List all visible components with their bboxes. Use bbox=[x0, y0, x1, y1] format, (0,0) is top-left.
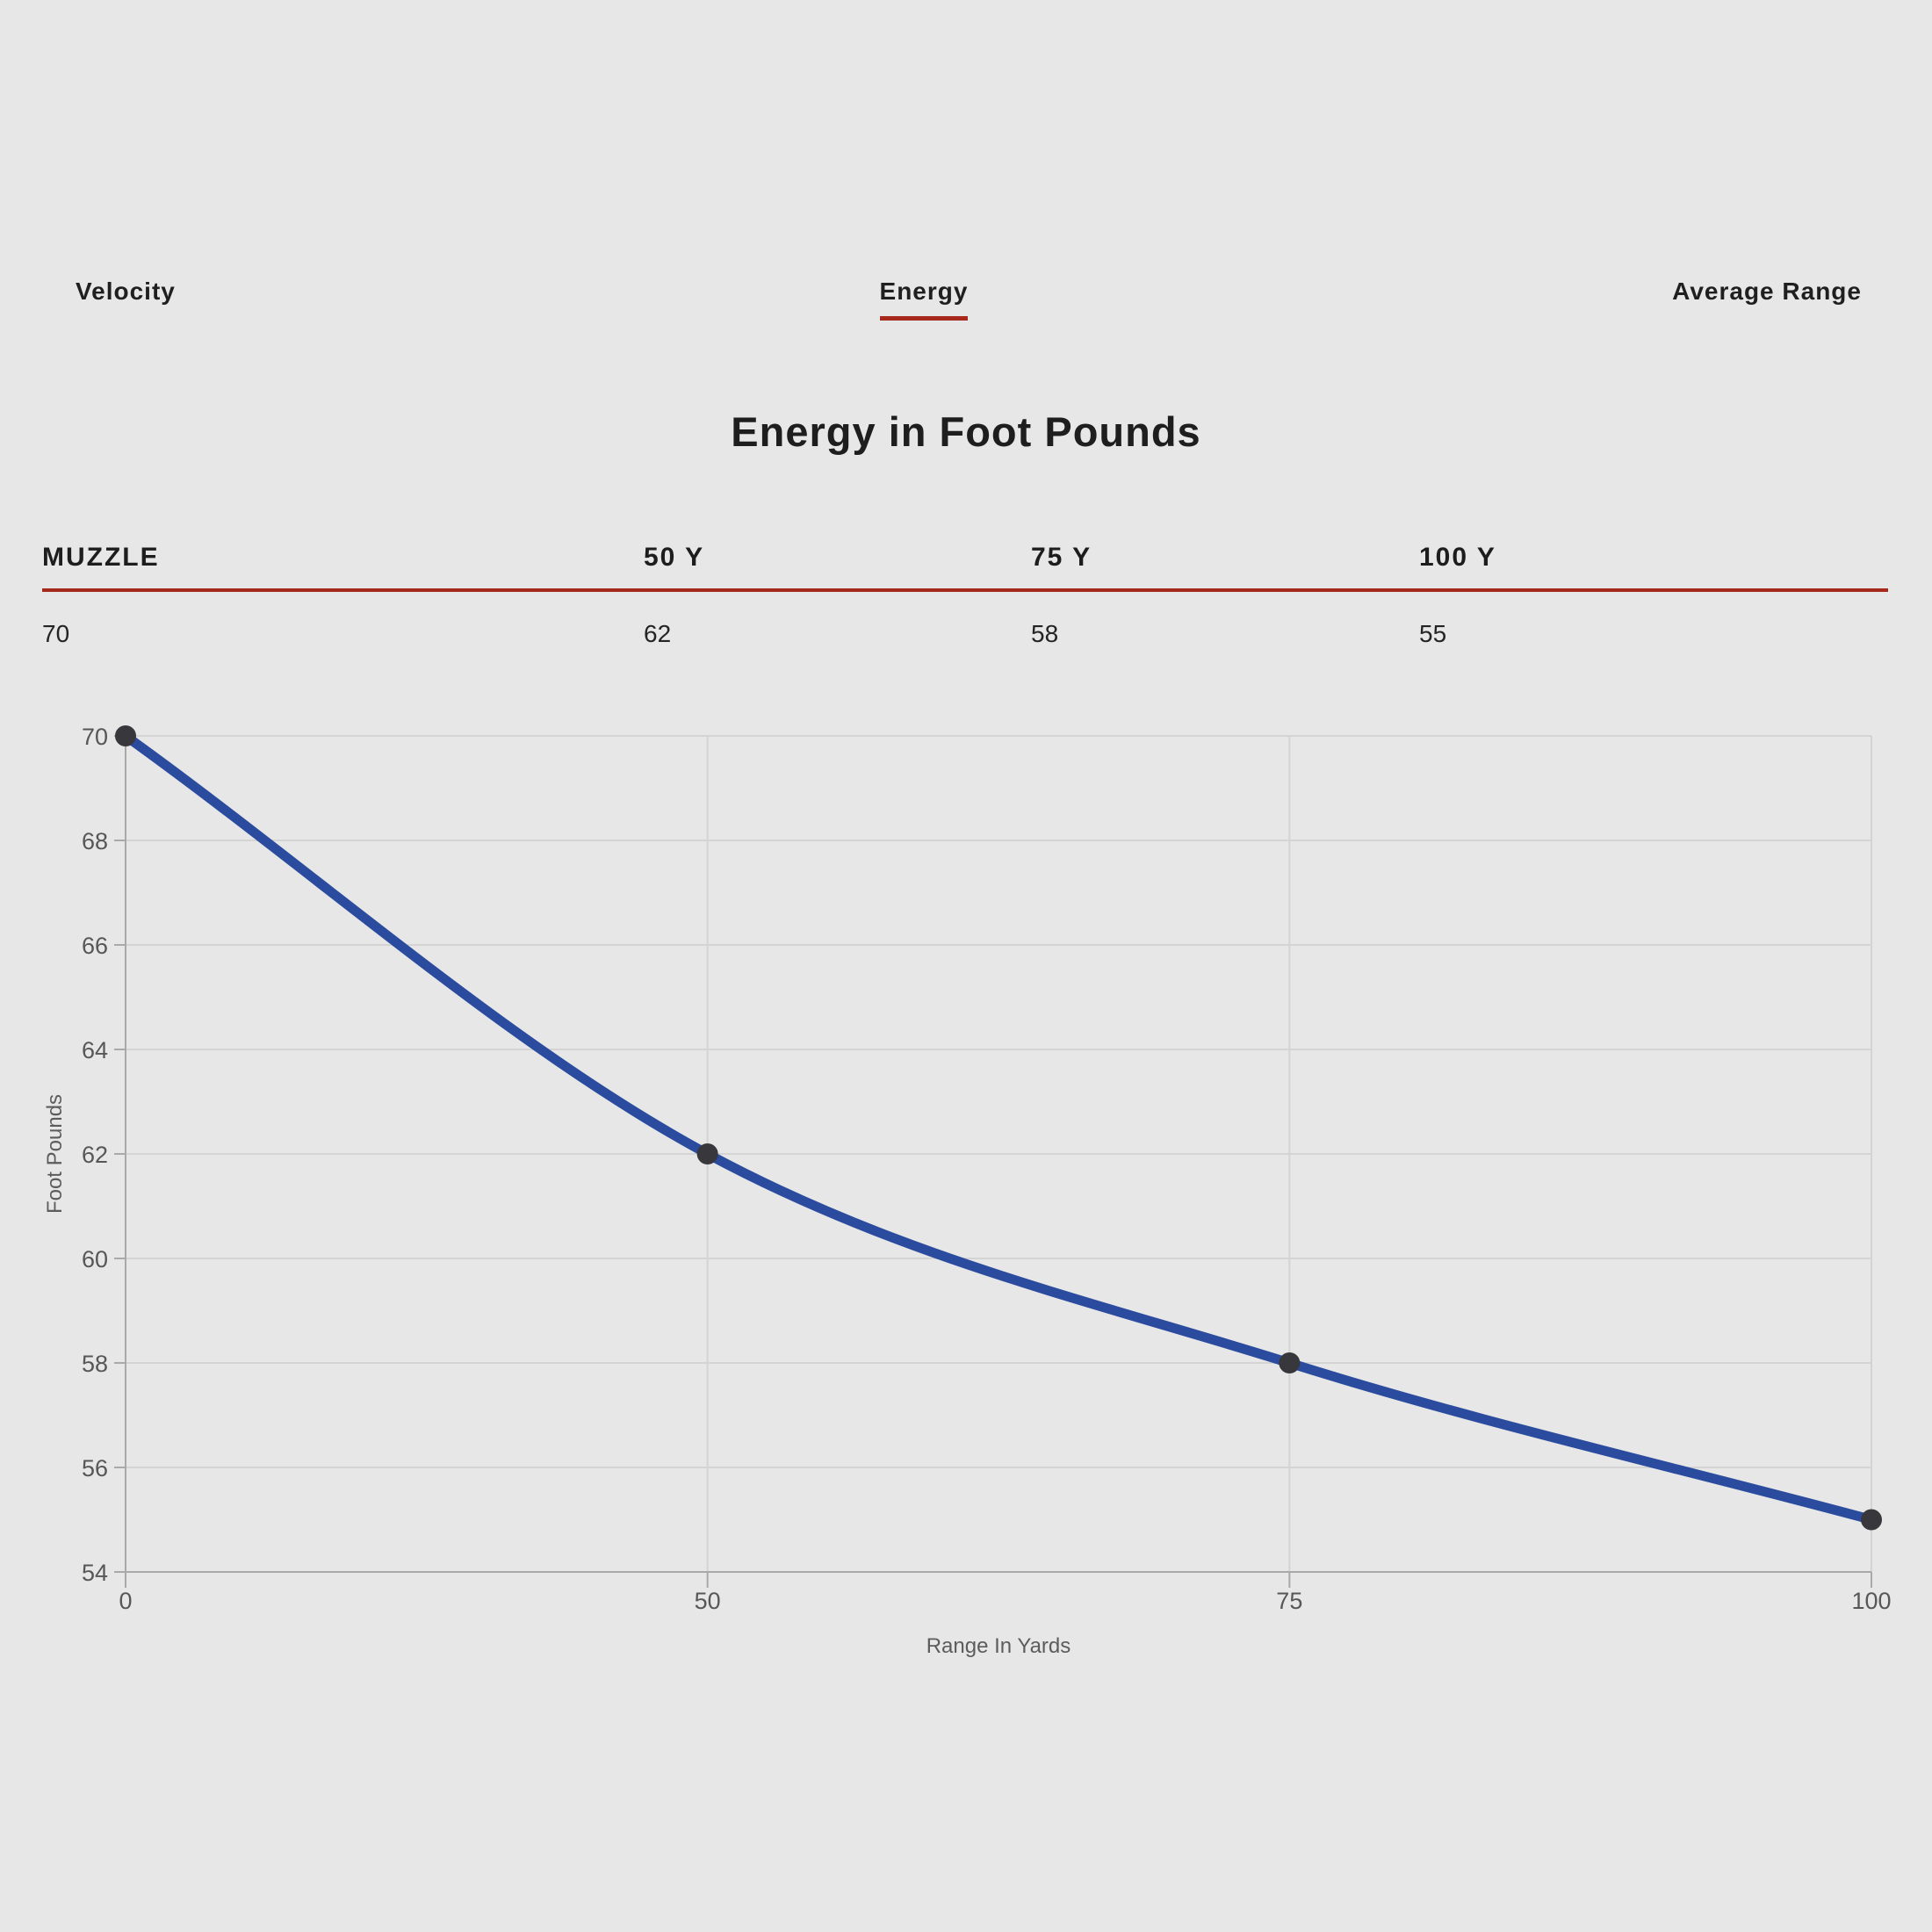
tab-velocity[interactable]: Velocity bbox=[76, 278, 176, 321]
table-header-row: MUZZLE 50 Y 75 Y 100 Y bbox=[42, 541, 1888, 574]
table-header-50y: 50 Y bbox=[644, 543, 705, 572]
page-title: Energy in Foot Pounds bbox=[731, 408, 1201, 455]
tab-energy-label: Energy bbox=[879, 278, 969, 321]
y-tick-label: 70 bbox=[82, 724, 108, 750]
y-tick-label: 54 bbox=[82, 1560, 108, 1586]
y-tick-label: 66 bbox=[82, 933, 108, 959]
data-point-75[interactable] bbox=[1279, 1352, 1301, 1373]
x-tick-label: 75 bbox=[1276, 1588, 1302, 1614]
table-header-100y: 100 Y bbox=[1419, 543, 1496, 572]
tab-energy[interactable]: Energy bbox=[879, 278, 969, 321]
x-tick-label: 0 bbox=[119, 1588, 132, 1614]
y-tick-label: 68 bbox=[82, 828, 108, 854]
data-point-0[interactable] bbox=[115, 725, 136, 746]
y-tick-label: 60 bbox=[82, 1246, 108, 1272]
table-divider bbox=[42, 588, 1888, 592]
y-tick-label: 56 bbox=[82, 1455, 108, 1481]
y-tick-label: 64 bbox=[82, 1037, 108, 1063]
table-header-muzzle: MUZZLE bbox=[42, 543, 160, 572]
table-value-row: 70 62 58 55 bbox=[42, 618, 1888, 650]
tab-bar: Velocity Energy Average Range bbox=[0, 278, 1932, 321]
y-tick-label: 62 bbox=[82, 1142, 108, 1168]
x-axis-title: Range In Yards bbox=[926, 1634, 1071, 1658]
data-point-50[interactable] bbox=[696, 1143, 718, 1164]
y-tick-label: 58 bbox=[82, 1351, 108, 1377]
tab-average-range-label: Average Range bbox=[1672, 278, 1862, 305]
data-point-100[interactable] bbox=[1861, 1509, 1882, 1531]
table-value-100y: 55 bbox=[1419, 620, 1447, 647]
table-header-75y: 75 Y bbox=[1031, 543, 1092, 572]
table-value-75y: 58 bbox=[1031, 620, 1059, 647]
ballistics-table: MUZZLE 50 Y 75 Y 100 Y 70 62 58 55 bbox=[42, 541, 1888, 650]
y-axis-title: Foot Pounds bbox=[43, 1094, 67, 1214]
tab-velocity-label: Velocity bbox=[76, 278, 176, 305]
x-tick-label: 50 bbox=[695, 1588, 721, 1614]
tab-average-range[interactable]: Average Range bbox=[1672, 278, 1862, 321]
energy-series-line bbox=[120, 731, 1877, 1525]
table-value-muzzle: 70 bbox=[42, 620, 70, 647]
table-value-50y: 62 bbox=[644, 620, 672, 647]
x-tick-label: 100 bbox=[1851, 1588, 1891, 1614]
